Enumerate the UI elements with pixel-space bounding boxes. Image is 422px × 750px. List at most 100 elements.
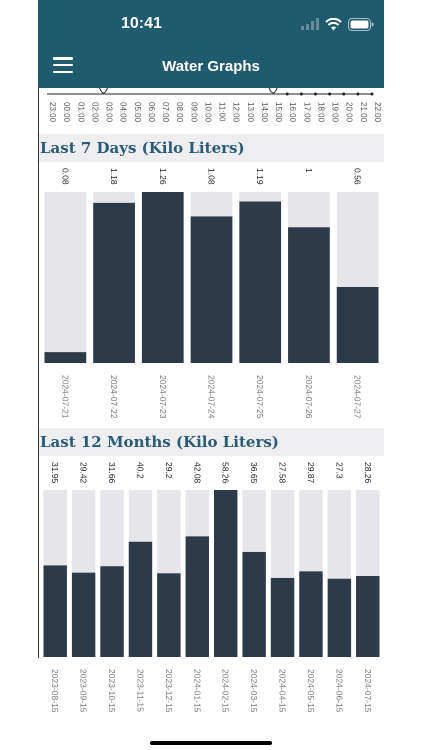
signal-icon (301, 18, 319, 30)
days-chart: 0.08 2024-07-21 1.18 2024-07-22 1.26 2024-07-… (44, 168, 379, 419)
category-label: 2024-02-15 (221, 669, 231, 713)
battery-icon (348, 17, 374, 31)
hourly-tick-label: 23:00 (48, 102, 57, 123)
bar-value-label: 40.2 (135, 462, 145, 479)
hourly-point (328, 92, 332, 96)
bar[interactable] (327, 578, 352, 657)
bar-value-label: 1.18 (109, 168, 119, 185)
hourly-tick-label: 07:00 (161, 102, 170, 123)
wifi-icon (325, 17, 342, 30)
hourly-point (370, 92, 374, 96)
bar-value-label: 0.08 (60, 168, 70, 185)
category-label: 2023-09-15 (79, 669, 89, 713)
bar[interactable] (157, 573, 181, 657)
hourly-tick-label: 02:00 (90, 102, 99, 123)
bar[interactable] (128, 541, 153, 657)
hourly-tick-label: 12:00 (232, 102, 241, 123)
hourly-tick-label: 03:00 (105, 102, 114, 123)
bar-value-label: 27.3 (334, 462, 344, 479)
bar-value-label: 31.95 (50, 462, 60, 484)
app-header: 10:41 Water Graphs (38, 0, 384, 88)
hourly-point (285, 92, 289, 96)
menu-button[interactable] (53, 57, 73, 74)
bar[interactable] (214, 490, 238, 657)
bar-value-label: 1.08 (207, 168, 217, 185)
hourly-dip (99, 88, 108, 94)
hourly-point (342, 92, 346, 96)
bar[interactable] (190, 216, 233, 363)
bar-value-label: 29.2 (164, 462, 174, 479)
hourly-tick-label: 17:00 (302, 102, 311, 123)
category-label: 2024-07-23 (158, 375, 168, 419)
category-label: 2024-04-15 (278, 669, 288, 713)
hourly-tick-label: 18:00 (316, 102, 325, 123)
bar[interactable] (44, 352, 87, 363)
left-border (38, 88, 39, 658)
bottom-bar (38, 724, 384, 750)
category-label: 2023-08-15 (50, 669, 60, 713)
hourly-tick-label: 13:00 (246, 102, 255, 123)
bar[interactable] (71, 572, 96, 657)
category-label: 2024-07-24 (207, 375, 217, 419)
hourly-tick-label: 06:00 (147, 102, 156, 123)
bar-value-label: 31.66 (107, 462, 117, 484)
category-label: 2024-07-27 (353, 375, 363, 419)
bar-value-label: 1 (304, 168, 314, 173)
hourly-point (299, 92, 303, 96)
bar-value-label: 1.19 (255, 168, 265, 185)
home-indicator[interactable] (150, 741, 272, 745)
months-chart: 31.95 2023-08-15 29.42 2023-09-15 31.66 2023-… (43, 462, 380, 713)
hourly-point (356, 92, 360, 96)
bar[interactable] (299, 571, 323, 657)
bar[interactable] (43, 565, 67, 657)
bar-value-label: 1.26 (158, 168, 168, 185)
category-label: 2023-12-15 (164, 669, 174, 713)
bar[interactable] (141, 192, 184, 363)
hourly-axis: 23:00 00:00 01:00 02:00 03:00 04:00 05:00 06:00… (47, 88, 382, 123)
bar[interactable] (100, 566, 124, 657)
months-section-title: Last 12 Months (Kilo Liters) (38, 428, 384, 456)
bar[interactable] (93, 202, 135, 363)
hourly-tick-label: 09:00 (189, 102, 198, 123)
page-title: Water Graphs (162, 58, 260, 75)
hourly-tick-label: 16:00 (288, 102, 297, 123)
hourly-tick-label: 00:00 (62, 102, 71, 123)
bar-value-label: 28.26 (363, 462, 373, 484)
category-label: 2024-01-15 (192, 669, 202, 713)
category-label: 2024-07-25 (255, 375, 265, 419)
bar-value-label: 29.42 (79, 462, 89, 484)
hourly-tick-label: 04:00 (119, 102, 128, 123)
category-label: 2023-11-15 (135, 669, 145, 712)
hourly-tick-label: 15:00 (274, 102, 283, 123)
hourly-tick-label: 01:00 (76, 102, 85, 123)
hourly-tick-label: 05:00 (133, 102, 142, 123)
bar-value-label: 0.56 (353, 168, 363, 185)
category-label: 2024-06-15 (334, 669, 344, 713)
category-label: 2024-07-26 (304, 375, 314, 419)
hourly-point (313, 92, 317, 96)
hourly-dip (268, 88, 278, 94)
status-icons (301, 15, 374, 33)
days-section-title: Last 7 Days (Kilo Liters) (38, 134, 384, 162)
bar[interactable] (239, 201, 282, 364)
hourly-tick-label: 10:00 (203, 102, 212, 123)
bar-track (44, 192, 87, 363)
bar-value-label: 42.08 (192, 462, 202, 484)
bar-value-label: 29.87 (306, 462, 316, 484)
bar-value-label: 58.26 (221, 462, 231, 484)
bar[interactable] (242, 551, 266, 657)
content-area[interactable]: 23:00 00:00 01:00 02:00 03:00 04:00 05:00 06:00… (38, 88, 384, 750)
hourly-tick-label: 21:00 (359, 102, 368, 123)
hourly-tick-label: 22:00 (373, 102, 382, 123)
bar[interactable] (270, 577, 295, 657)
bar-value-label: 27.58 (278, 462, 288, 484)
hourly-tick-label: 19:00 (331, 102, 340, 123)
status-time: 10:41 (121, 15, 162, 32)
bar[interactable] (288, 227, 330, 363)
category-label: 2024-07-21 (60, 375, 70, 419)
category-label: 2024-03-15 (249, 669, 259, 713)
bar[interactable] (356, 575, 380, 657)
bar[interactable] (336, 287, 379, 363)
bar[interactable] (185, 536, 209, 657)
hourly-tick-label: 11:00 (218, 102, 227, 122)
